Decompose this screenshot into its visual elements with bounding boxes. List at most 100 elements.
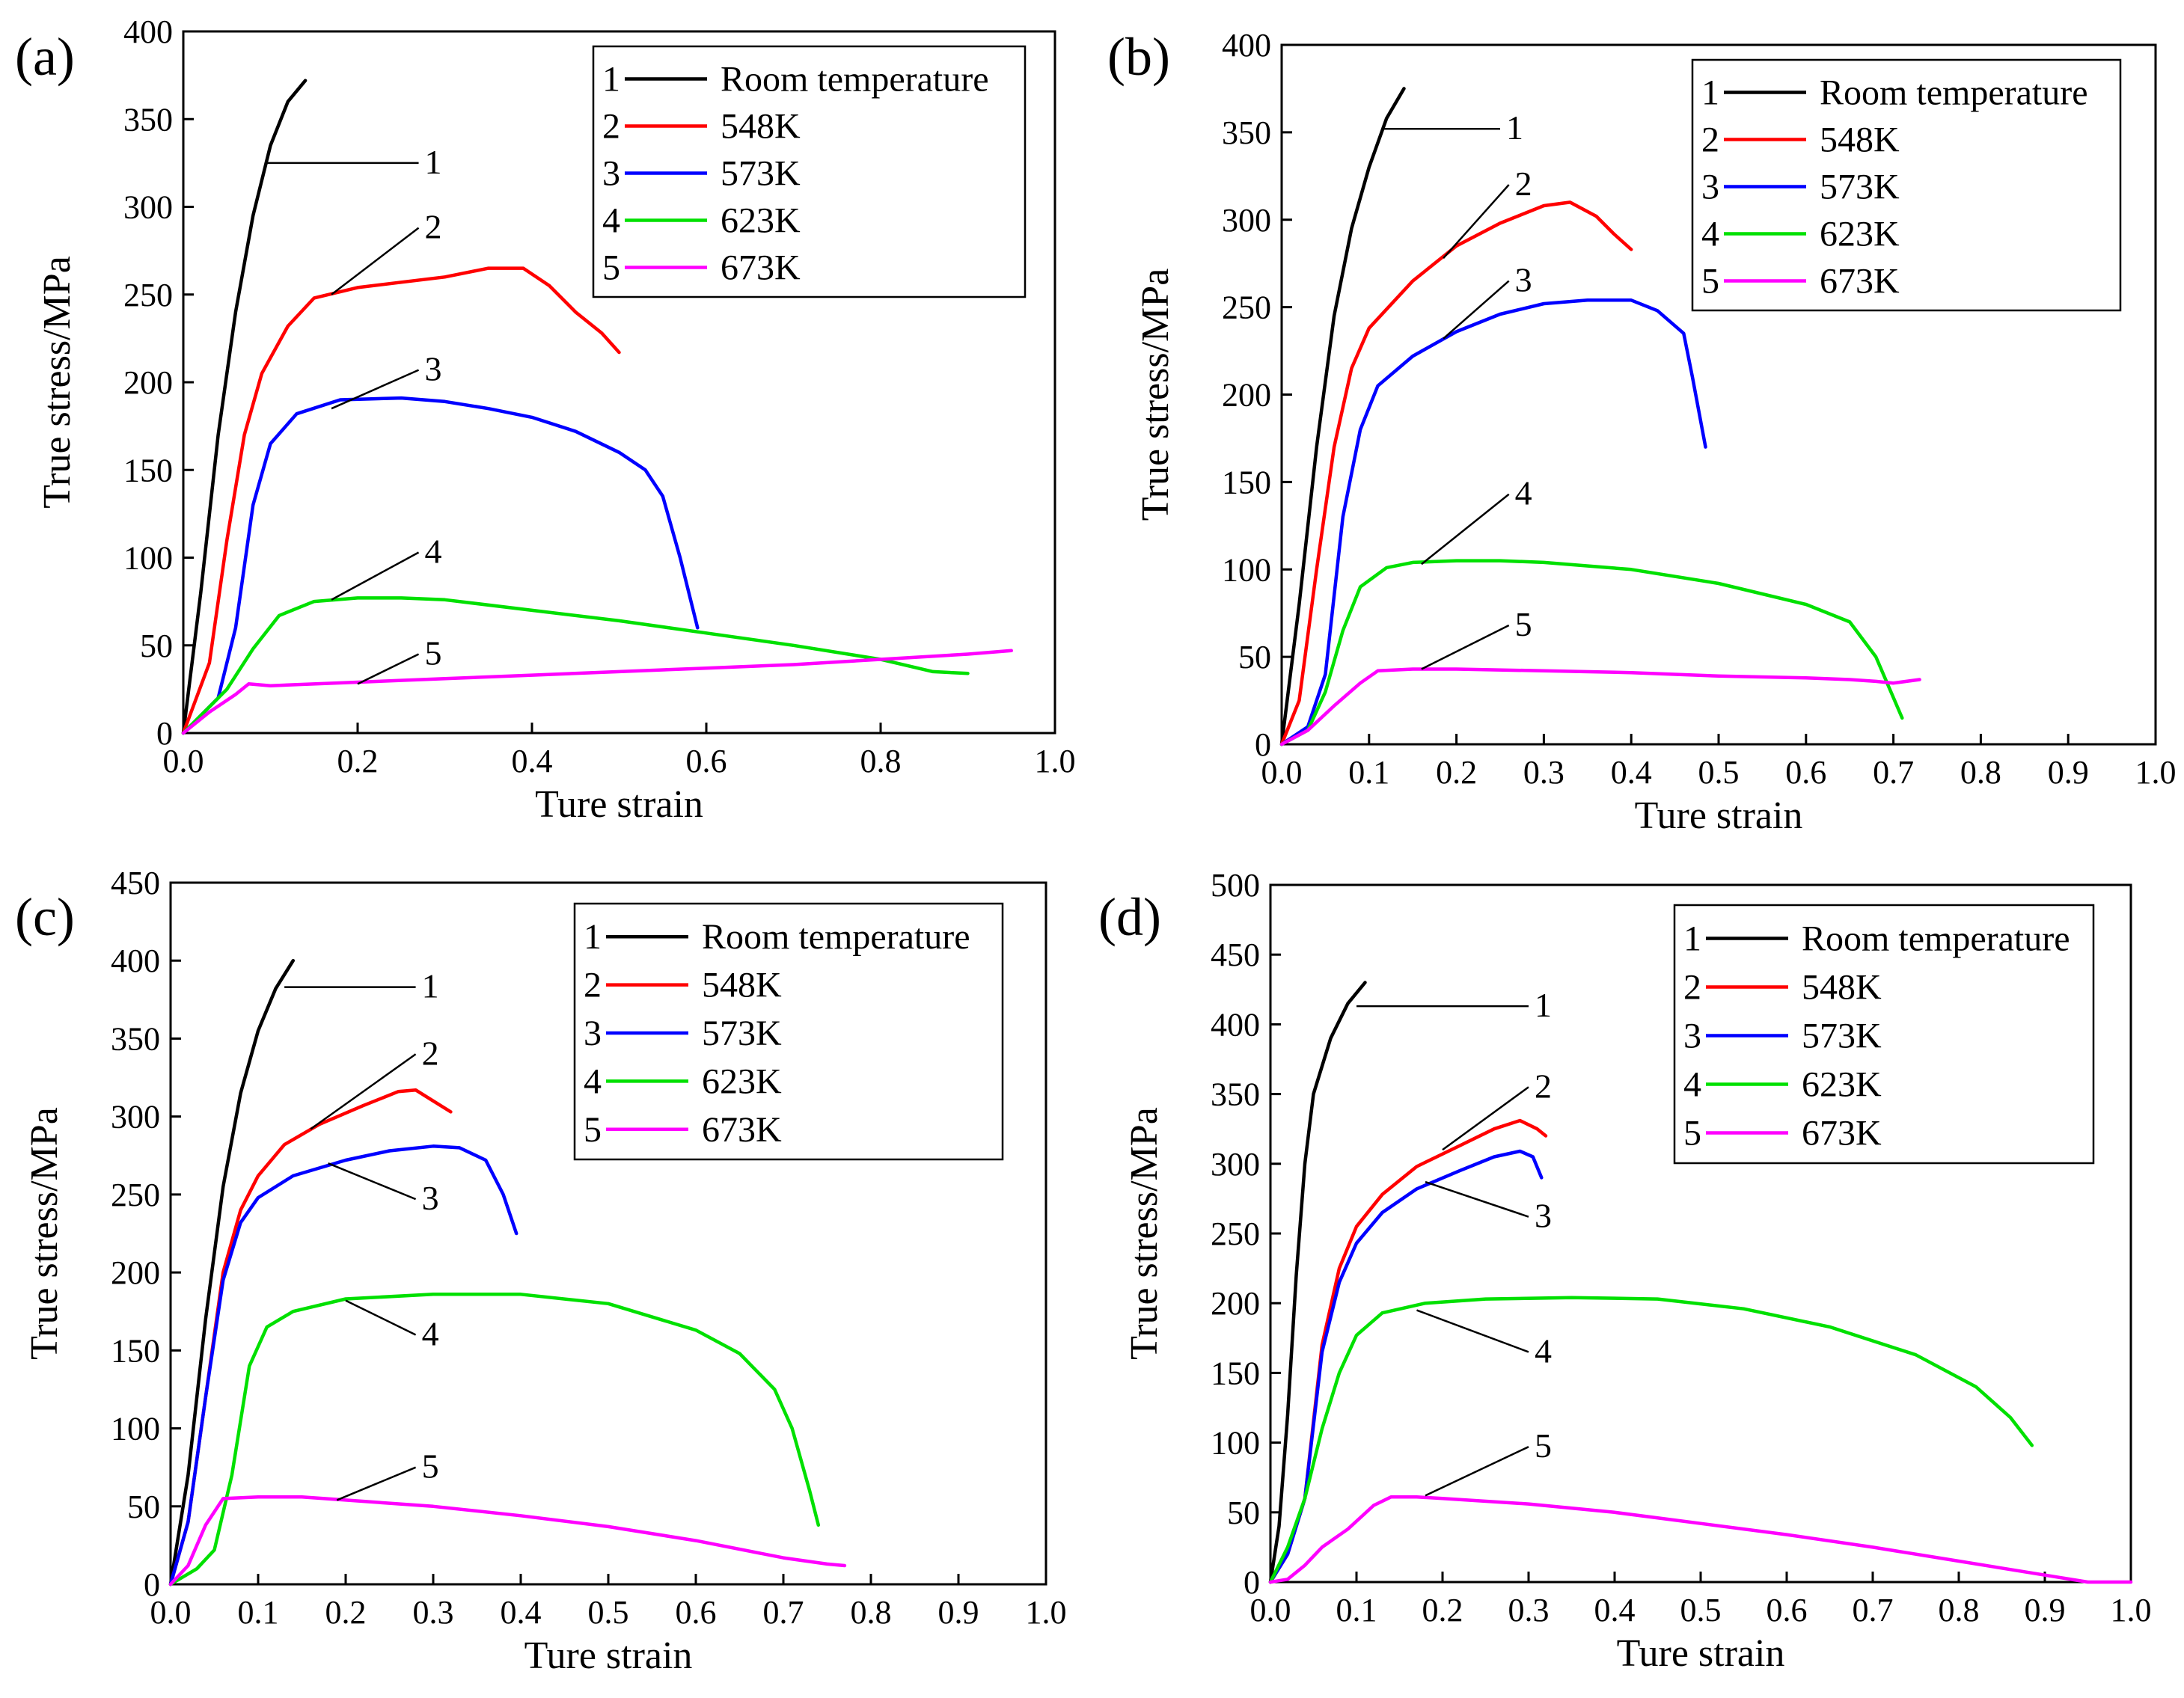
legend-id: 1	[584, 917, 602, 957]
annotation-leader	[1442, 1086, 1529, 1151]
x-tick-label: 0.1	[1336, 1592, 1377, 1628]
y-tick-label: 100	[1222, 551, 1271, 588]
annotation-leader	[331, 369, 420, 410]
series-line-5	[168, 1495, 847, 1587]
legend-label: 548K	[702, 966, 782, 1005]
legend-label: 548K	[1802, 968, 1882, 1008]
y-tick-label: 100	[1211, 1425, 1260, 1462]
y-tick-label: 250	[1222, 289, 1271, 326]
annotation-label: 2	[425, 208, 442, 246]
series-line-4	[1279, 559, 1904, 747]
x-tick-label: 0.6	[1767, 1592, 1808, 1628]
legend-id: 2	[602, 107, 620, 147]
x-tick-label: 0.5	[1680, 1592, 1722, 1628]
legend-id: 2	[1683, 968, 1701, 1008]
annotation-label: 3	[425, 350, 442, 388]
legend: 1 Room temperature 2 548K 3 573K 4 623K 5 673K	[592, 45, 1027, 298]
legend-label: Room temperature	[702, 917, 970, 957]
legend-id: 4	[1701, 215, 1719, 254]
y-tick-label: 150	[1222, 464, 1271, 500]
x-tick-label: 0.0	[1250, 1592, 1291, 1628]
legend: 1 Room temperature 2 548K 3 573K 4 623K 5 673K	[1673, 904, 2095, 1165]
legend-label: Room temperature	[1820, 73, 2088, 113]
legend-id: 5	[602, 248, 620, 288]
y-tick-label: 50	[127, 1489, 160, 1525]
y-tick-label: 0	[144, 1566, 160, 1603]
series-line-1	[181, 79, 308, 735]
y-tick-label: 100	[111, 1411, 160, 1447]
annotation-leader	[331, 551, 420, 601]
x-tick-label: 0.3	[1508, 1592, 1550, 1628]
annotation-label: 1	[1535, 986, 1552, 1024]
legend-label: Room temperature	[1802, 919, 2070, 959]
annotation-leader	[357, 653, 420, 685]
annotation-leader	[310, 1053, 417, 1130]
x-axis-title: Ture strain	[524, 1634, 693, 1677]
legend-label: 573K	[721, 154, 801, 194]
y-axis-title: True stress/MPa	[1123, 1107, 1166, 1360]
series-line-3	[181, 396, 700, 735]
legend-id: 3	[1701, 168, 1719, 207]
x-tick-label: 0.0	[163, 743, 204, 779]
annotation-leader	[336, 1466, 417, 1501]
series-line-4	[168, 1293, 821, 1587]
x-tick-label: 1.0	[2111, 1592, 2152, 1628]
panel-label: (d)	[1098, 887, 1161, 947]
x-tick-label: 0.0	[1261, 754, 1303, 791]
y-tick-label: 500	[1211, 867, 1260, 904]
series-line-2	[1279, 200, 1633, 747]
y-tick-label: 450	[1211, 937, 1260, 973]
annotation-label: 2	[1535, 1067, 1552, 1105]
annotation-label: 3	[1515, 261, 1532, 299]
x-tick-label: 0.2	[337, 743, 379, 779]
x-tick-label: 0.3	[413, 1594, 454, 1631]
x-tick-label: 0.6	[686, 743, 727, 779]
x-tick-label: 0.3	[1523, 754, 1564, 791]
x-tick-label: 0.1	[1348, 754, 1389, 791]
y-tick-label: 150	[111, 1332, 160, 1369]
legend-label: 673K	[1820, 262, 1900, 301]
y-tick-label: 250	[111, 1177, 160, 1213]
annotation-label: 5	[1515, 605, 1532, 643]
y-tick-label: 350	[1211, 1076, 1260, 1113]
y-tick-label: 50	[1227, 1495, 1260, 1531]
y-tick-label: 0	[1244, 1564, 1260, 1601]
annotation-label: 4	[1535, 1331, 1552, 1370]
annotation-leader	[1425, 1446, 1529, 1497]
y-tick-label: 300	[123, 189, 173, 226]
annotation-leader	[328, 1162, 417, 1201]
y-tick-label: 300	[111, 1099, 160, 1135]
y-tick-label: 400	[1211, 1006, 1260, 1043]
x-tick-label: 0.8	[1939, 1592, 1980, 1628]
annotation-leader	[1443, 280, 1510, 340]
legend-id: 3	[602, 154, 620, 194]
legend-id: 4	[584, 1061, 602, 1101]
annotation-label: 2	[1515, 165, 1532, 203]
x-tick-label: 0.2	[1422, 1592, 1463, 1628]
annotation-leader	[1443, 184, 1510, 260]
legend-id: 1	[1701, 73, 1719, 113]
legend-label: 623K	[1802, 1065, 1882, 1105]
y-tick-label: 400	[111, 943, 160, 979]
series-line-2	[181, 266, 621, 735]
annotation-label: 5	[425, 634, 442, 672]
series-line-4	[181, 596, 970, 735]
y-tick-label: 250	[1211, 1216, 1260, 1252]
y-tick-label: 400	[123, 13, 173, 50]
y-tick-label: 350	[123, 101, 173, 138]
series-line-5	[181, 649, 1014, 735]
annotation-label: 4	[422, 1314, 439, 1352]
x-tick-label: 0.7	[1873, 754, 1914, 791]
annotation-leader	[1416, 1309, 1529, 1353]
x-tick-label: 0.6	[1785, 754, 1826, 791]
series-line-2	[168, 1088, 453, 1587]
y-tick-label: 400	[1222, 27, 1271, 64]
panel-label: (a)	[15, 27, 75, 87]
x-tick-label: 0.9	[2025, 1592, 2066, 1628]
annotation-label: 5	[1535, 1426, 1552, 1465]
legend-id: 5	[1683, 1114, 1701, 1153]
y-tick-label: 350	[1222, 114, 1271, 151]
y-tick-label: 50	[1238, 639, 1271, 675]
y-tick-label: 250	[123, 277, 173, 313]
annotation-leader	[331, 227, 420, 295]
